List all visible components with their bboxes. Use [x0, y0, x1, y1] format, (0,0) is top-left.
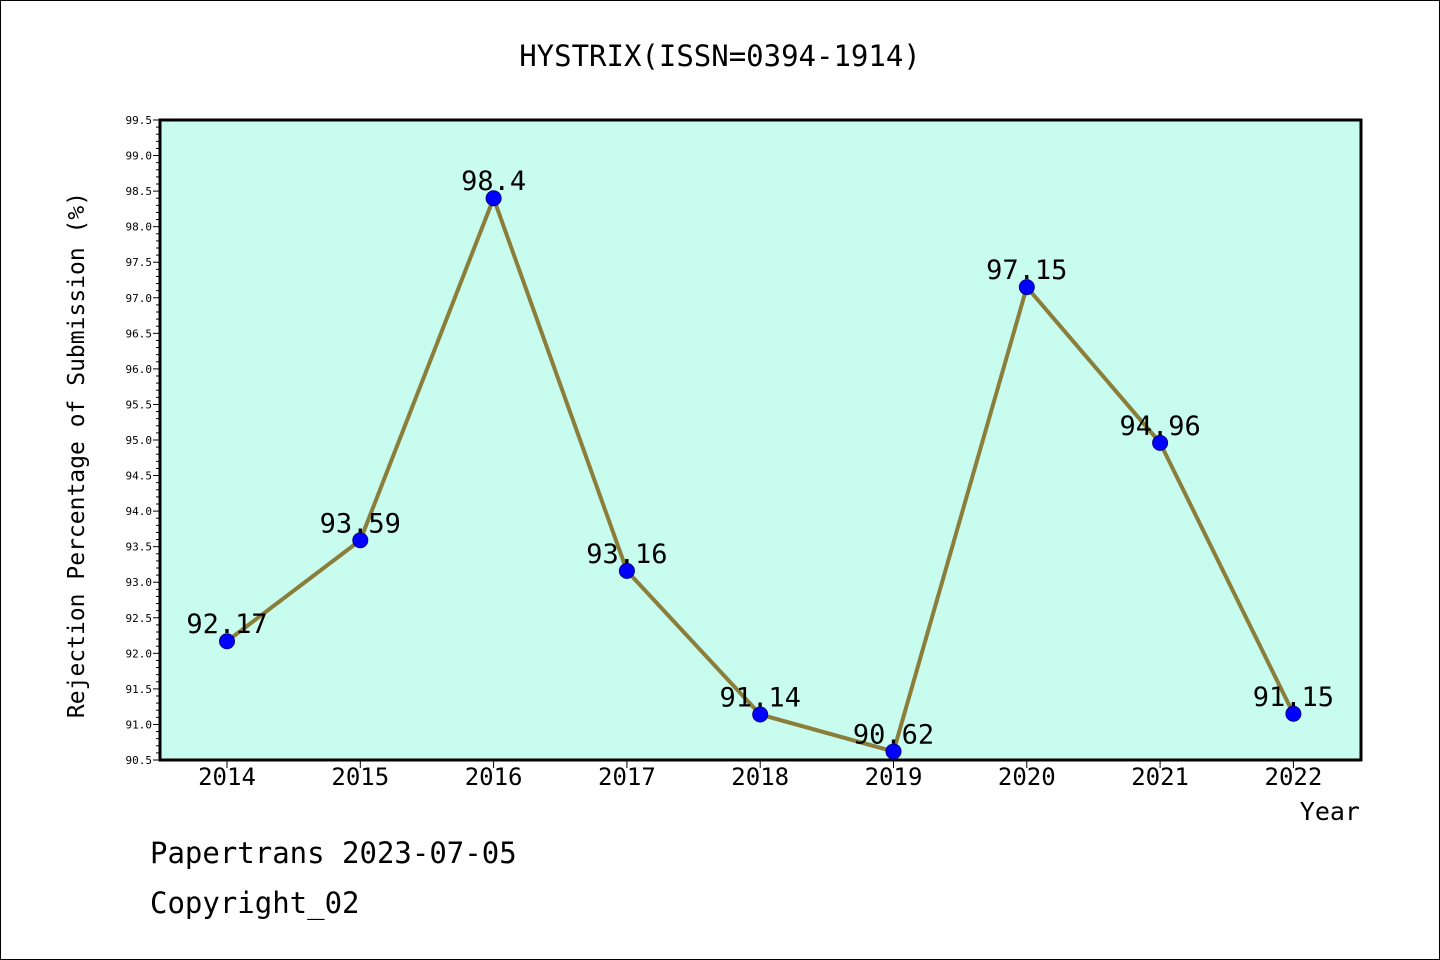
y-tick-label: 91.5 — [126, 683, 153, 696]
y-tick-label: 99.5 — [126, 114, 153, 127]
data-label: 97.15 — [986, 255, 1067, 286]
y-tick-label: 95.5 — [126, 398, 153, 411]
data-label: 91.14 — [720, 682, 801, 713]
data-point-marker — [618, 562, 635, 579]
data-point-marker — [352, 532, 369, 549]
x-tick-label: 2020 — [998, 763, 1056, 791]
data-point-marker — [485, 190, 502, 207]
y-tick-label: 90.5 — [126, 754, 153, 767]
x-tick-label: 2017 — [598, 763, 656, 791]
data-point-marker — [885, 743, 902, 760]
y-tick-label: 98.5 — [126, 185, 153, 198]
data-label: 91.15 — [1253, 682, 1334, 713]
data-point-marker — [1285, 705, 1302, 722]
y-tick-label: 96.0 — [126, 363, 153, 376]
data-label: 92.17 — [186, 609, 267, 640]
y-tick-label: 91.0 — [126, 718, 153, 731]
x-tick-label: 2015 — [331, 763, 389, 791]
x-tick-label: 2019 — [865, 763, 923, 791]
y-tick-label: 97.5 — [126, 256, 153, 269]
y-tick-label: 92.0 — [126, 647, 153, 660]
y-tick-label: 94.0 — [126, 505, 153, 518]
data-label: 93.59 — [320, 508, 401, 539]
data-label: 94.96 — [1119, 411, 1200, 442]
y-tick-label: 97.0 — [126, 292, 153, 305]
x-tick-label: 2016 — [465, 763, 523, 791]
y-tick-label: 98.0 — [126, 221, 153, 234]
y-tick-label: 94.5 — [126, 470, 153, 483]
chart-title: HYSTRIX(ISSN=0394-1914) — [519, 39, 921, 73]
y-tick-label: 96.5 — [126, 327, 153, 340]
x-tick-label: 2018 — [731, 763, 789, 791]
footer-source: Papertrans 2023-07-05 — [150, 836, 517, 870]
data-point-marker — [1152, 434, 1169, 451]
y-tick-label: 93.0 — [126, 576, 153, 589]
data-label: 90.62 — [853, 719, 934, 750]
data-point-marker — [1018, 279, 1035, 296]
x-axis-ticks: 2014 2015 2016 2017 2018 2019 2020 2021 2022 — [198, 760, 1322, 791]
x-axis-label: Year — [1300, 797, 1360, 826]
x-tick-label: 2022 — [1265, 763, 1323, 791]
data-point-marker — [219, 633, 235, 650]
y-tick-label: 99.0 — [126, 150, 153, 163]
y-axis-ticks: 90.5 91.0 91.5 92.0 92.5 93.0 93.5 94.0 94.5 95.0… — [126, 114, 160, 767]
y-tick-label: 95.0 — [126, 434, 153, 447]
data-label: 98.4 — [461, 166, 526, 197]
x-tick-label: 2021 — [1131, 763, 1189, 791]
data-label: 93.16 — [586, 539, 667, 570]
series-layer: 92.17 93.59 98.4 93.16 91.14 90.62 97.15 94.96 9… — [186, 166, 1334, 760]
x-tick-label: 2014 — [198, 763, 256, 791]
y-axis-label: Rejection Percentage of Submission (%) — [64, 192, 90, 718]
y-tick-label: 92.5 — [126, 612, 153, 625]
y-tick-label: 93.5 — [126, 541, 153, 554]
data-point-marker — [752, 706, 769, 723]
footer-copyright: Copyright_02 — [150, 886, 360, 920]
